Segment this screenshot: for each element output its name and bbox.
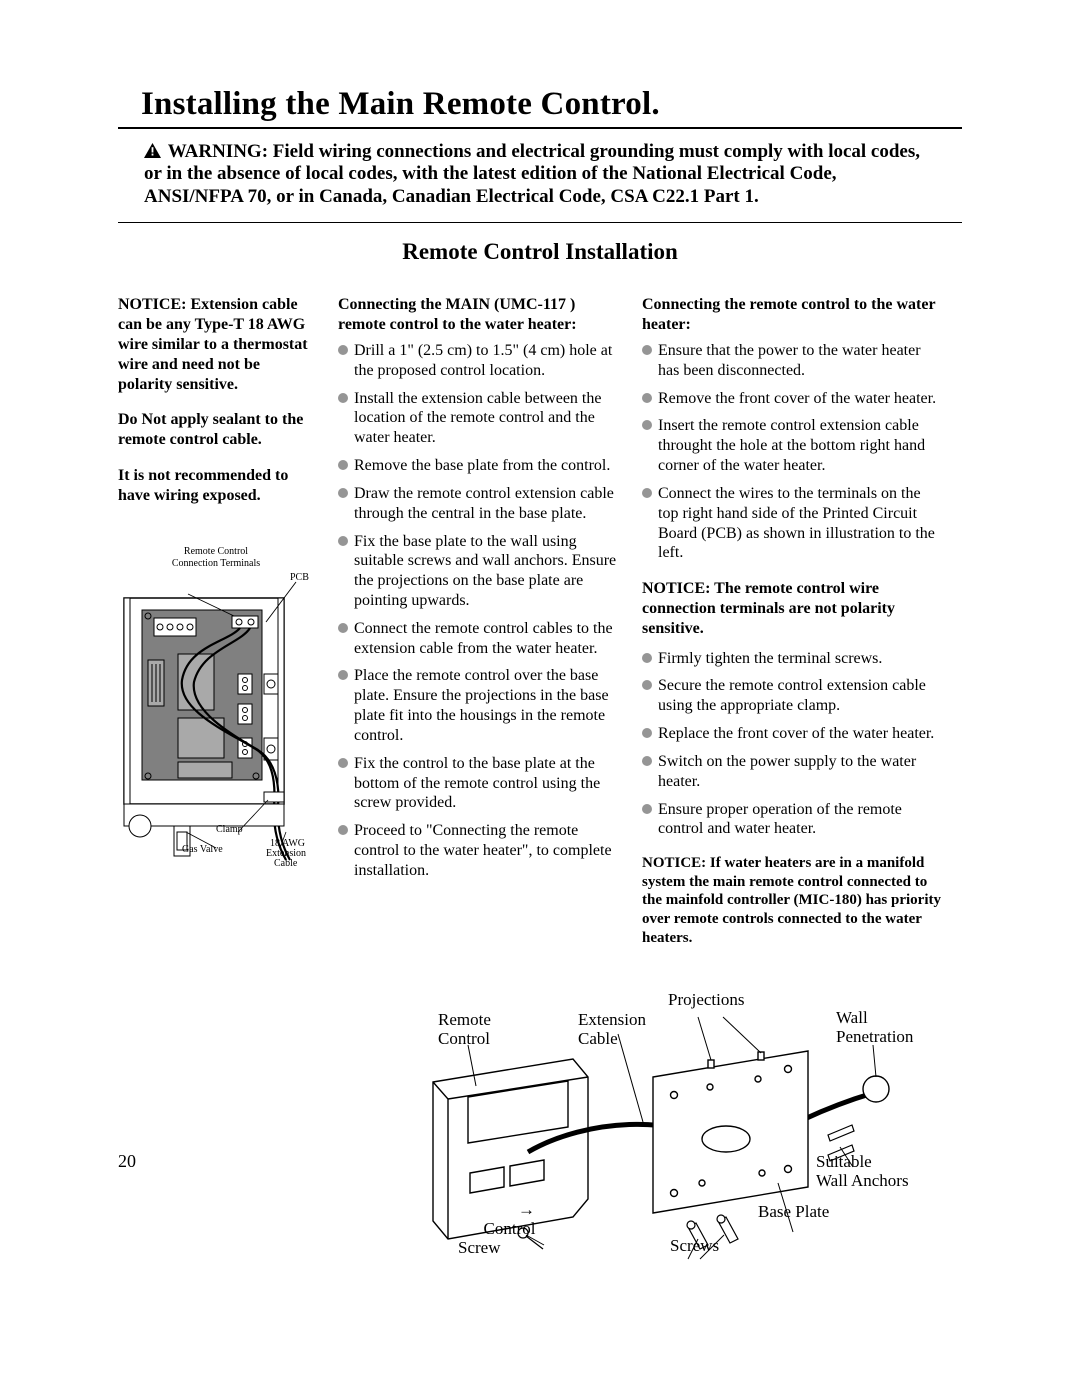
label-control-screw-text: Control Screw: [458, 1219, 535, 1257]
pcb-label-ext3: Cable: [274, 859, 297, 870]
notice-extension-cable: NOTICE: Extension cable can be any Type-…: [118, 295, 314, 394]
install-diagram: Projections Remote Control Extension Cab…: [378, 987, 938, 1287]
list-item: Fix the control to the base plate at the…: [338, 754, 618, 813]
label-extension-cable: Extension Cable: [578, 1011, 646, 1048]
pcb-caption-a: Remote Control: [118, 546, 314, 558]
section-subtitle: Remote Control Installation: [118, 239, 962, 265]
label-suitable-anchors: Suitable Wall Anchors: [816, 1153, 909, 1190]
right-heading: Connecting the remote control to the wat…: [642, 295, 942, 335]
list-item: Remove the base plate from the control.: [338, 456, 618, 476]
pcb-caption-b: Connection Terminals: [118, 558, 314, 570]
svg-text:PCB: PCB: [290, 572, 309, 583]
subtitle-rule: [118, 222, 962, 223]
list-item: Ensure proper operation of the remote co…: [642, 800, 942, 840]
list-item: Firmly tighten the terminal screws.: [642, 649, 942, 669]
column-left: NOTICE: Extension cable can be any Type-…: [118, 279, 314, 957]
warning-paragraph: WARNING: Field wiring connections and el…: [144, 141, 936, 208]
warning-icon: [144, 142, 166, 163]
arrow-icon: →: [518, 1201, 535, 1220]
label-wall-penetration: Wall Penetration: [836, 1009, 913, 1046]
warning-label: WARNING:: [168, 141, 268, 162]
notice-wiring-exposed: It is not recommended to have wiring exp…: [118, 466, 314, 506]
list-item: Connect the wires to the terminals on th…: [642, 484, 942, 563]
label-projections: Projections: [668, 991, 745, 1010]
list-item: Place the remote control over the base p…: [338, 666, 618, 745]
list-item: Secure the remote control extension cabl…: [642, 676, 942, 716]
notice-manifold: NOTICE: If water heaters are in a manifo…: [642, 854, 942, 947]
notice-sealant: Do Not apply sealant to the remote contr…: [118, 410, 314, 450]
list-item: Insert the remote control extension cabl…: [642, 416, 942, 475]
page-number: 20: [118, 1151, 136, 1172]
content-columns: NOTICE: Extension cable can be any Type-…: [118, 279, 962, 957]
list-item: Remove the front cover of the water heat…: [642, 389, 942, 409]
right-list-a: Ensure that the power to the water heate…: [642, 341, 942, 563]
list-item: Replace the front cover of the water hea…: [642, 724, 942, 744]
pcb-label-gasvalve: Gas Valve: [182, 845, 223, 856]
title-rule: [118, 127, 962, 129]
list-item: Connect the remote control cables to the…: [338, 619, 618, 659]
label-base-plate: Base Plate: [758, 1203, 829, 1222]
notice-polarity: NOTICE: The remote control wire connecti…: [642, 579, 942, 638]
right-list-b: Firmly tighten the terminal screws. Secu…: [642, 649, 942, 840]
list-item: Draw the remote control extension cable …: [338, 484, 618, 524]
pcb-diagram: Remote Control Connection Terminals PCB: [118, 546, 314, 891]
label-screws: Screws: [670, 1237, 719, 1256]
list-item: Install the extension cable between the …: [338, 389, 618, 448]
mid-heading: Connecting the MAIN (UMC-117 ) remote co…: [338, 295, 618, 335]
list-item: Drill a 1" (2.5 cm) to 1.5" (4 cm) hole …: [338, 341, 618, 381]
list-item: Proceed to "Connecting the remote contro…: [338, 821, 618, 880]
page-title: Installing the Main Remote Control.: [141, 86, 962, 123]
list-item: Switch on the power supply to the water …: [642, 752, 942, 792]
column-right: Connecting the remote control to the wat…: [642, 279, 942, 957]
pcb-label-clamp: Clamp: [216, 825, 243, 836]
list-item: Ensure that the power to the water heate…: [642, 341, 942, 381]
list-item: Fix the base plate to the wall using sui…: [338, 532, 618, 611]
label-remote-control: Remote Control: [438, 1011, 491, 1048]
column-middle: Connecting the MAIN (UMC-117 ) remote co…: [338, 279, 618, 957]
mid-list: Drill a 1" (2.5 cm) to 1.5" (4 cm) hole …: [338, 341, 618, 881]
